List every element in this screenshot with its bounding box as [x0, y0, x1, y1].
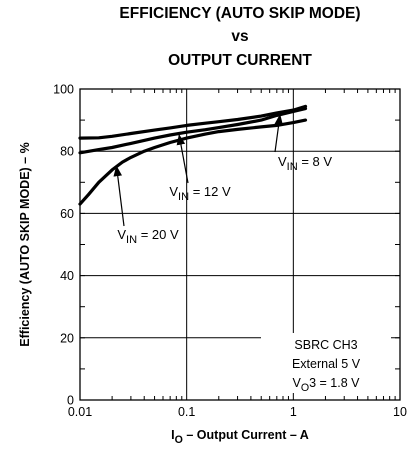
y-tick-label: 40 — [60, 269, 74, 283]
annotation-arrow — [274, 114, 283, 153]
y-tick-label: 0 — [67, 394, 74, 408]
chart-title-line-1: EFFICIENCY (AUTO SKIP MODE) — [119, 5, 361, 22]
note-line: SBRC CH3 — [294, 338, 357, 352]
x-tick-label: 0.1 — [178, 405, 195, 419]
x-tick-label: 0.01 — [68, 405, 92, 419]
note-background — [261, 333, 391, 393]
note-line: External 5 V — [292, 357, 361, 371]
series-line-12v — [78, 107, 308, 155]
annotation-arrow — [176, 133, 189, 184]
y-tick-label: 60 — [60, 207, 74, 221]
y-axis-label: Efficiency (AUTO SKIP MODE) – % — [18, 142, 32, 346]
annotation-label-12v: VIN = 12 V — [169, 184, 231, 203]
x-tick-label: 10 — [393, 405, 407, 419]
annotation-label-20v: VIN = 20 V — [117, 227, 179, 246]
chart-title-line-2: vs — [231, 28, 249, 45]
annotations: VIN = 8 V VIN = 12 V VIN = 20 V — [113, 114, 332, 246]
y-tick-label: 80 — [60, 145, 74, 159]
conditions-note: SBRC CH3 External 5 V VO3 = 1.8 V — [261, 333, 391, 394]
y-tick-label: 100 — [53, 83, 74, 97]
axis-labels: IO – Output Current – A Efficiency (AUTO … — [18, 88, 401, 446]
note-line: VO3 = 1.8 V — [293, 376, 361, 394]
annotation-label-8v: VIN = 8 V — [278, 154, 332, 173]
x-axis-label: IO – Output Current – A — [171, 428, 309, 446]
annotation-arrow — [113, 165, 125, 227]
series-line-20v — [78, 118, 308, 206]
chart-title-line-3: OUTPUT CURRENT — [168, 52, 312, 69]
series-lines — [78, 104, 308, 206]
y-tick-label: 20 — [60, 331, 74, 345]
series-line-8v — [78, 104, 308, 140]
x-tick-label: 1 — [290, 405, 297, 419]
plot-frame — [79, 88, 401, 401]
